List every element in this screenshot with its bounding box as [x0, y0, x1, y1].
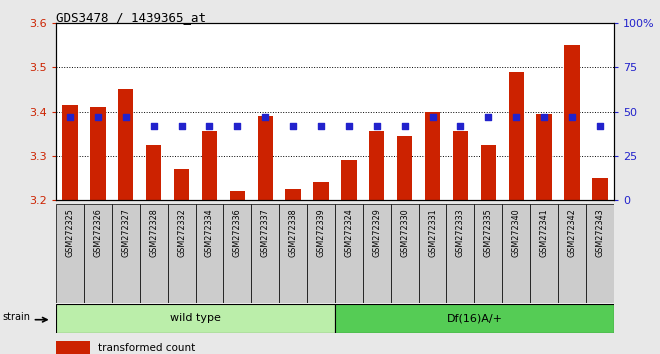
Text: GSM272331: GSM272331	[428, 209, 437, 257]
Bar	[480, 145, 496, 200]
Bar	[112, 204, 140, 303]
Text: GSM272327: GSM272327	[121, 209, 130, 257]
Point	[372, 123, 382, 129]
Point	[483, 114, 494, 120]
Text: GSM272341: GSM272341	[540, 209, 548, 257]
Bar	[397, 136, 412, 200]
Bar	[63, 105, 78, 200]
Point	[232, 123, 243, 129]
Bar	[223, 204, 251, 303]
Text: wild type: wild type	[170, 313, 221, 323]
Bar	[341, 160, 356, 200]
Bar	[230, 191, 245, 200]
Bar	[118, 89, 133, 200]
Text: GDS3478 / 1439365_at: GDS3478 / 1439365_at	[56, 11, 206, 24]
Point	[148, 123, 159, 129]
Bar	[418, 204, 446, 303]
Text: GSM272328: GSM272328	[149, 209, 158, 257]
Text: Df(16)A/+: Df(16)A/+	[446, 313, 502, 323]
Bar	[279, 204, 307, 303]
Point	[427, 114, 438, 120]
Point	[288, 123, 298, 129]
Bar	[335, 304, 614, 333]
Bar	[453, 131, 468, 200]
Text: GSM272329: GSM272329	[372, 209, 381, 257]
Point	[595, 123, 605, 129]
Point	[92, 114, 103, 120]
Point	[567, 114, 578, 120]
Bar	[558, 204, 586, 303]
Bar	[140, 204, 168, 303]
Point	[204, 123, 214, 129]
Bar	[592, 178, 607, 200]
Bar	[335, 204, 363, 303]
Point	[539, 114, 549, 120]
Bar	[56, 204, 84, 303]
Point	[176, 123, 187, 129]
Text: GSM272335: GSM272335	[484, 209, 493, 257]
Text: GSM272339: GSM272339	[317, 209, 325, 257]
Bar	[425, 112, 440, 200]
Bar	[446, 204, 475, 303]
Text: GSM272324: GSM272324	[345, 209, 353, 257]
Bar	[168, 204, 195, 303]
Bar	[586, 204, 614, 303]
Bar	[509, 72, 524, 200]
Bar	[195, 204, 223, 303]
Text: strain: strain	[3, 312, 31, 322]
Bar	[286, 189, 301, 200]
Bar	[174, 169, 189, 200]
Bar	[202, 131, 217, 200]
Bar	[502, 204, 530, 303]
Text: transformed count: transformed count	[98, 343, 195, 353]
Text: GSM272337: GSM272337	[261, 209, 270, 257]
Bar	[84, 204, 112, 303]
Text: GSM272326: GSM272326	[94, 209, 102, 257]
Point	[344, 123, 354, 129]
Text: GSM272338: GSM272338	[288, 209, 298, 257]
Point	[260, 114, 271, 120]
Text: GSM272325: GSM272325	[65, 209, 75, 257]
Text: GSM272334: GSM272334	[205, 209, 214, 257]
Bar	[530, 204, 558, 303]
Point	[511, 114, 521, 120]
Bar	[56, 341, 90, 354]
Bar	[369, 131, 384, 200]
Point	[399, 123, 410, 129]
Text: GSM272333: GSM272333	[456, 209, 465, 257]
Bar	[363, 204, 391, 303]
Bar	[90, 107, 106, 200]
Point	[315, 123, 326, 129]
Bar	[475, 204, 502, 303]
Bar	[537, 114, 552, 200]
Bar	[251, 204, 279, 303]
Point	[65, 114, 75, 120]
Text: GSM272336: GSM272336	[233, 209, 242, 257]
Bar	[564, 45, 579, 200]
Bar	[314, 182, 329, 200]
Text: GSM272343: GSM272343	[595, 209, 605, 257]
Text: GSM272342: GSM272342	[568, 209, 576, 257]
Bar	[146, 145, 161, 200]
Point	[121, 114, 131, 120]
Bar	[56, 304, 335, 333]
Bar	[307, 204, 335, 303]
Bar	[257, 116, 273, 200]
Text: GSM272330: GSM272330	[400, 209, 409, 257]
Text: GSM272332: GSM272332	[177, 209, 186, 257]
Point	[455, 123, 466, 129]
Bar	[391, 204, 418, 303]
Text: GSM272340: GSM272340	[512, 209, 521, 257]
